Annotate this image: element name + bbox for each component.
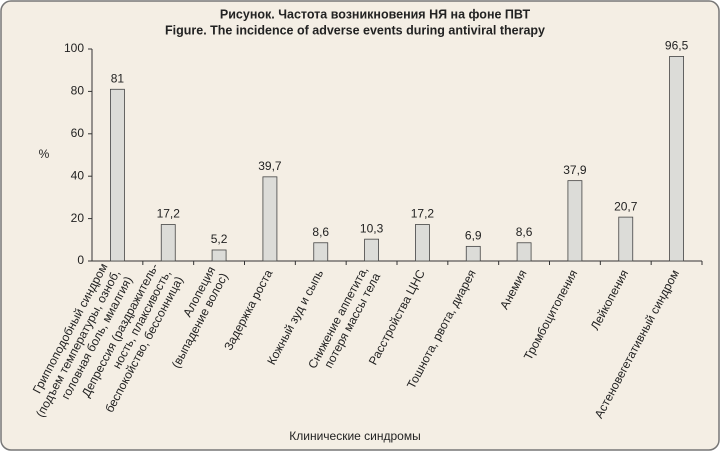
bar <box>618 216 634 262</box>
y-axis-label: % <box>39 147 50 161</box>
bar <box>364 238 379 262</box>
y-tick-label: 40 <box>71 168 85 182</box>
bar <box>669 56 684 262</box>
bar <box>567 180 583 262</box>
value-label: 20,7 <box>614 199 638 213</box>
y-tick-label: 20 <box>71 211 85 225</box>
value-label: 39,7 <box>258 159 282 173</box>
x-axis-label: Клинические синдромы <box>289 429 420 443</box>
chart-title: Рисунок. Частота возникновения НЯ на фон… <box>220 7 531 21</box>
y-tick-label: 80 <box>71 84 85 98</box>
bar <box>516 242 532 262</box>
bar <box>110 88 125 262</box>
value-label: 6,9 <box>465 229 482 243</box>
value-label: 17,2 <box>411 207 435 221</box>
value-label: 10,3 <box>360 221 384 235</box>
y-tick-label: 100 <box>64 41 84 55</box>
bar <box>262 176 278 262</box>
value-label: 37,9 <box>563 163 587 177</box>
bar <box>465 245 481 262</box>
y-tick-label: 0 <box>77 253 84 267</box>
value-label: 5,2 <box>211 232 228 246</box>
chart-subtitle: Figure. The incidence of adverse events … <box>165 23 545 37</box>
value-label: 96,5 <box>665 39 689 53</box>
value-label: 17,2 <box>157 207 181 221</box>
bar <box>313 242 329 262</box>
y-tick-label: 60 <box>71 126 85 140</box>
value-label: 8,6 <box>312 225 329 239</box>
value-label: 8,6 <box>516 225 533 239</box>
bar <box>160 224 176 262</box>
value-label: 81 <box>111 71 125 85</box>
bar <box>211 249 227 262</box>
bar <box>415 224 430 262</box>
